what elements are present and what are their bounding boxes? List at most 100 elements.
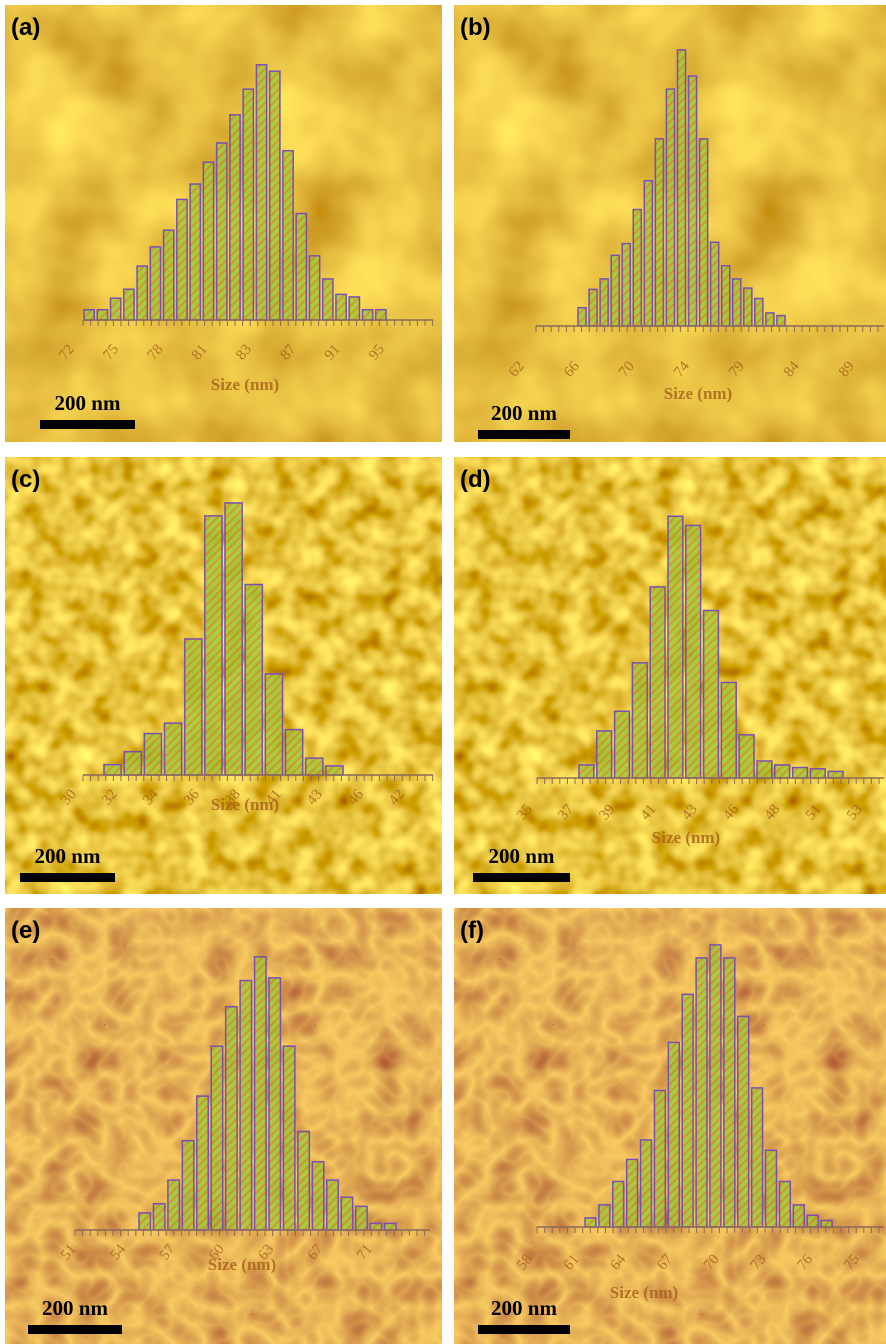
scale-bar bbox=[478, 430, 570, 439]
bar bbox=[793, 1205, 804, 1227]
bar bbox=[585, 1218, 596, 1227]
scale-bar bbox=[28, 1325, 122, 1334]
page: 7275788183879195Size (nm)(a)200 nm626670… bbox=[0, 0, 886, 1344]
bar bbox=[104, 765, 121, 775]
panel-label: (f) bbox=[460, 917, 484, 944]
bar bbox=[245, 585, 262, 775]
bar bbox=[738, 1016, 749, 1227]
bar bbox=[111, 298, 121, 320]
x-axis-label: Size (nm) bbox=[610, 1283, 678, 1302]
bar bbox=[622, 244, 630, 326]
bar bbox=[721, 682, 736, 778]
bar bbox=[677, 50, 685, 326]
bar bbox=[230, 115, 240, 320]
bar bbox=[655, 139, 663, 326]
scale-bar bbox=[478, 1325, 570, 1334]
bar bbox=[298, 1132, 309, 1230]
bar bbox=[613, 1182, 624, 1228]
bar bbox=[124, 752, 141, 775]
bar bbox=[205, 516, 222, 775]
scale-bar-label: 200 nm bbox=[491, 401, 557, 425]
bar bbox=[766, 1150, 777, 1227]
bar bbox=[124, 289, 134, 320]
bar bbox=[256, 65, 266, 320]
scale-bar-label: 200 nm bbox=[35, 844, 101, 868]
bar bbox=[828, 771, 843, 778]
bar bbox=[139, 1213, 150, 1230]
bar bbox=[766, 313, 774, 326]
bar bbox=[739, 735, 754, 778]
x-axis-label: Size (nm) bbox=[208, 1255, 276, 1274]
bar bbox=[793, 768, 808, 778]
bar bbox=[164, 230, 174, 320]
bar bbox=[356, 1206, 367, 1230]
bar bbox=[633, 210, 641, 326]
bar bbox=[722, 266, 730, 326]
panel-label: (d) bbox=[460, 466, 491, 493]
bar bbox=[611, 255, 619, 326]
bar bbox=[650, 587, 665, 778]
bar bbox=[182, 1141, 193, 1230]
bar bbox=[185, 639, 202, 775]
afm-texture bbox=[5, 908, 442, 1344]
bar bbox=[144, 734, 161, 775]
bar bbox=[579, 765, 594, 778]
bar bbox=[757, 761, 772, 778]
bar bbox=[283, 151, 293, 320]
bar bbox=[682, 994, 693, 1227]
bar bbox=[777, 316, 785, 326]
bar bbox=[312, 1162, 323, 1230]
bar bbox=[283, 1046, 294, 1230]
bar bbox=[327, 1180, 338, 1230]
bar bbox=[704, 610, 719, 778]
bar bbox=[226, 1007, 237, 1230]
bar bbox=[197, 1096, 208, 1230]
bar bbox=[265, 674, 282, 775]
bar bbox=[724, 958, 735, 1227]
bar bbox=[711, 242, 719, 326]
bar bbox=[807, 1215, 818, 1227]
bar bbox=[627, 1159, 638, 1227]
bar bbox=[153, 1204, 164, 1230]
bar bbox=[668, 516, 683, 778]
bar bbox=[323, 279, 333, 320]
bar bbox=[168, 1180, 179, 1230]
bar bbox=[810, 769, 825, 778]
bar bbox=[286, 730, 303, 775]
bar bbox=[306, 758, 323, 775]
panel-label: (c) bbox=[11, 466, 40, 493]
bar bbox=[589, 289, 597, 326]
bar bbox=[599, 1205, 610, 1227]
panel-label: (b) bbox=[460, 14, 491, 41]
bar bbox=[270, 71, 280, 320]
bar bbox=[349, 297, 359, 320]
bar bbox=[97, 310, 107, 320]
bar bbox=[755, 299, 763, 326]
bar bbox=[370, 1223, 381, 1230]
panel-label: (e) bbox=[11, 917, 40, 944]
bar bbox=[821, 1221, 832, 1228]
x-axis-label: Size (nm) bbox=[211, 795, 279, 814]
scale-bar-label: 200 nm bbox=[42, 1296, 108, 1320]
bar bbox=[686, 525, 701, 778]
bar bbox=[190, 184, 200, 320]
bar bbox=[775, 765, 790, 778]
scale-bar bbox=[40, 420, 135, 429]
scale-bar-label: 200 nm bbox=[491, 1296, 557, 1320]
bar bbox=[240, 981, 251, 1230]
bar bbox=[689, 76, 697, 326]
bar bbox=[733, 279, 741, 326]
bar bbox=[615, 711, 630, 778]
x-axis-label: Size (nm) bbox=[664, 384, 732, 403]
bar bbox=[641, 1140, 652, 1227]
bar bbox=[632, 663, 647, 778]
bar bbox=[644, 181, 652, 326]
bar bbox=[309, 256, 319, 320]
bar bbox=[597, 731, 612, 778]
bar bbox=[710, 945, 721, 1227]
bar bbox=[150, 247, 160, 320]
bar bbox=[165, 723, 182, 775]
